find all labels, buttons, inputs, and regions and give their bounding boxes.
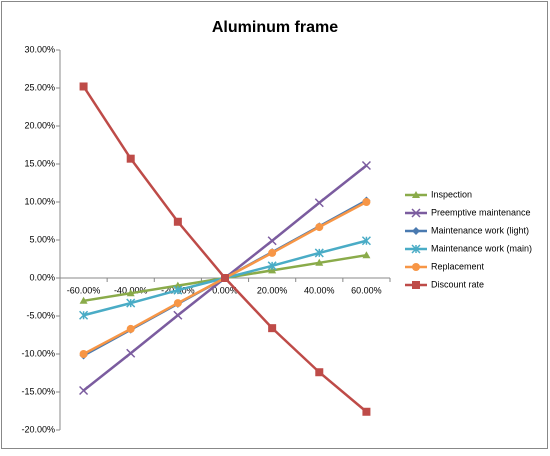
marker: [79, 385, 89, 396]
y-tick-label: -20.00%: [21, 424, 55, 434]
legend-label: Replacement: [431, 261, 485, 271]
legend-label: Maintenance work (main): [431, 243, 532, 253]
legend-label: Inspection: [431, 189, 472, 199]
marker: [267, 261, 277, 271]
x-tick-label: 0.00%: [212, 285, 238, 295]
marker: [173, 285, 183, 295]
y-tick-label: -5.00%: [26, 310, 55, 320]
marker: [268, 324, 277, 333]
chart-title: Aluminum frame: [212, 19, 338, 36]
y-tick-label: 15.00%: [24, 158, 55, 168]
chart-border: [1, 1, 548, 449]
marker: [79, 310, 89, 320]
marker: [412, 227, 420, 235]
marker: [361, 236, 371, 246]
y-tick-label: 5.00%: [29, 234, 55, 244]
marker: [126, 324, 135, 333]
marker: [362, 251, 371, 259]
marker: [412, 191, 420, 198]
marker: [362, 198, 371, 206]
marker: [173, 299, 182, 308]
legend-label: Discount rate: [431, 279, 484, 289]
marker: [126, 289, 135, 297]
y-tick-label: -15.00%: [21, 386, 55, 396]
x-tick-label: -60.00%: [67, 285, 101, 295]
x-tick-label: 40.00%: [304, 285, 335, 295]
marker: [173, 281, 182, 289]
marker: [314, 198, 324, 208]
x-tick-label: 20.00%: [257, 285, 288, 295]
marker: [267, 236, 277, 246]
marker: [79, 296, 88, 304]
marker: [173, 217, 182, 226]
y-tick-label: -10.00%: [21, 348, 55, 358]
y-tick-label: 0.00%: [29, 272, 55, 282]
marker: [126, 298, 136, 308]
marker: [79, 82, 88, 91]
marker: [315, 368, 324, 377]
y-tick-label: 25.00%: [24, 82, 55, 92]
marker: [314, 248, 324, 258]
y-tick-label: 20.00%: [24, 120, 55, 130]
marker: [268, 248, 277, 257]
marker: [411, 208, 421, 218]
marker: [361, 160, 371, 171]
y-tick-label: 10.00%: [24, 196, 55, 206]
marker: [126, 154, 135, 163]
marker: [411, 244, 421, 254]
marker: [315, 223, 324, 232]
marker: [412, 263, 420, 271]
marker: [221, 274, 229, 282]
y-tick-label: 30.00%: [24, 44, 55, 54]
marker: [79, 350, 88, 358]
marker: [268, 266, 277, 274]
legend-label: Maintenance work (light): [431, 225, 529, 235]
marker: [126, 348, 136, 358]
marker: [315, 258, 324, 266]
x-tick-label: 60.00%: [351, 285, 382, 295]
marker: [173, 310, 183, 320]
marker: [362, 407, 371, 416]
legend-label: Preemptive maintenance: [431, 207, 531, 217]
marker: [412, 281, 420, 289]
